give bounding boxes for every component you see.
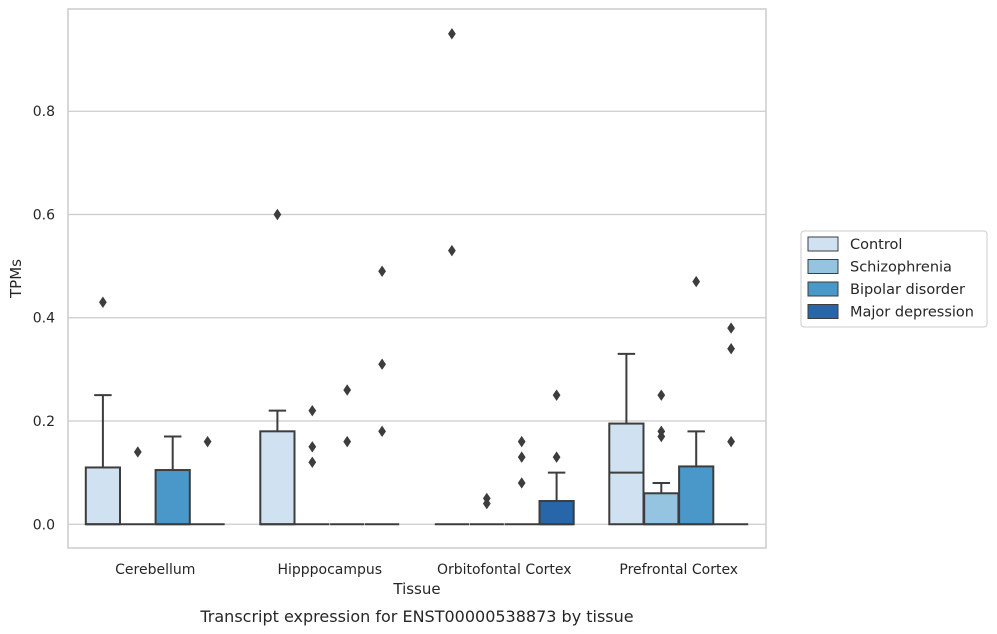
outlier-point [99,296,107,308]
outlier-point [517,477,526,489]
x-tick-label: Cerebellum [115,562,195,578]
category-group [84,296,225,526]
plot-frame [67,8,767,549]
category-group [259,208,400,526]
box [678,275,715,526]
legend-entry: Bipolar disorder [850,282,965,298]
outlier-point [657,389,666,401]
box [364,265,400,526]
box [504,435,539,526]
outlier-point [482,497,491,510]
box [295,404,330,526]
outlier-point [378,358,386,370]
outlier-point [308,441,317,453]
x-tick-label: Prefrontal Cortex [619,562,738,578]
outlier-point [343,384,352,396]
legend-frame [800,230,988,328]
outlier-point [378,425,386,438]
outlier-point [727,322,735,334]
outlier-point [133,446,142,458]
box [84,296,122,526]
outlier-point [448,28,456,40]
outlier-point [517,451,526,463]
outlier-point [657,430,666,443]
y-axis-title: TPMs [7,259,25,299]
box-iqr [608,422,645,526]
legend-entry: Control [850,237,902,253]
chart-caption: Transcript expression for ENST0000053887… [199,607,633,626]
legend-entry: Major depression [850,305,974,321]
outlier-point [273,208,282,221]
outlier-point [552,451,561,463]
outlier-point [727,343,735,355]
box [330,384,365,526]
y-tick-labels: 0.0 0.2 0.4 0.6 0.8 [33,104,55,533]
legend-swatch [807,236,839,252]
box [643,389,680,526]
outlier-point [727,435,735,448]
legend: Control Schizophrenia Bipolar disorder Majo… [800,230,988,328]
x-tick-labels: Cerebellum Hipppocampus Orbitofontal Corte… [115,562,738,578]
outlier-point [378,265,386,277]
outlier-point [448,244,456,257]
box [538,389,575,526]
legend-entry: Schizophrenia [850,260,952,276]
x-tick-label: Orbitofontal Cortex [437,562,572,578]
outlier-point [203,435,212,448]
legend-swatch [807,259,839,274]
outlier-point [692,275,701,288]
y-tick-label: 0.6 [33,207,55,223]
y-tick-label: 0.8 [33,104,55,120]
box-iqr [643,492,680,526]
category-group [434,28,575,526]
category-group [608,275,749,526]
outlier-point [552,389,561,401]
box [120,446,155,526]
y-tick-label: 0.0 [33,517,55,533]
box-iqr [154,469,191,526]
box-iqr [538,500,575,526]
outlier-point [308,456,317,469]
box-iqr [84,466,122,526]
box [259,208,296,526]
y-tick-label: 0.2 [33,414,55,430]
box-groups [84,28,749,526]
box [190,435,225,526]
y-tick-label: 0.4 [33,311,55,327]
outlier-point [343,435,352,448]
box [434,28,470,526]
legend-swatch [807,281,839,297]
box [608,352,645,526]
box-iqr [678,465,715,526]
box-iqr [259,430,296,526]
x-axis-title: Tissue [392,580,440,598]
box [713,322,749,526]
box [154,435,191,526]
outlier-point [308,404,317,417]
box [469,492,504,526]
x-tick-label: Hipppocampus [277,562,382,578]
outlier-point [517,435,526,448]
legend-swatch [807,304,839,319]
